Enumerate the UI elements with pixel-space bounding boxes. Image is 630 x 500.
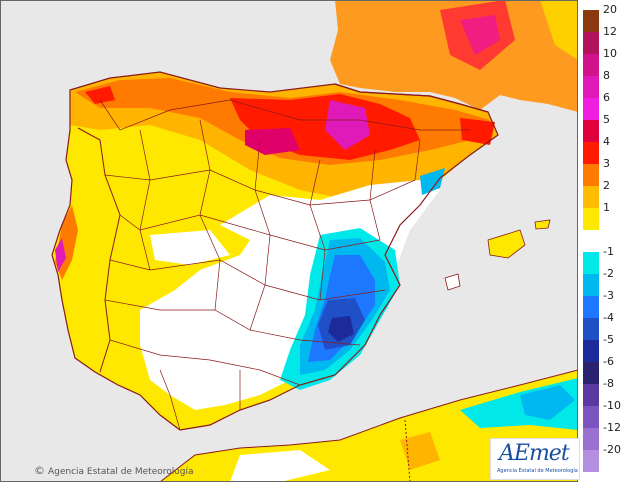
legend-swatch xyxy=(583,230,599,252)
ibiza-island xyxy=(444,273,461,291)
color-scale-legend: 20 12 10 8 6 5 4 3 2 1 -1 -2 -3 -4 -5 -6 -8 -10 -12 -20 xyxy=(583,4,629,472)
legend-label: -12 xyxy=(603,421,621,434)
legend-label: -6 xyxy=(603,355,614,368)
map-frame-border xyxy=(0,0,578,482)
legend-swatch xyxy=(583,164,599,186)
legend-label: -20 xyxy=(603,443,621,456)
legend-swatch xyxy=(583,208,599,230)
legend-label: 4 xyxy=(603,135,610,148)
legend-swatch xyxy=(583,428,599,450)
copyright-symbol: © xyxy=(34,464,45,477)
portugal-coast-magenta xyxy=(55,238,66,272)
legend-swatch xyxy=(583,54,599,76)
legend-label: -8 xyxy=(603,377,614,390)
legend-swatch xyxy=(583,120,599,142)
legend-swatch xyxy=(583,340,599,362)
north-africa-orange-patch xyxy=(400,432,440,470)
pyrenees-magenta-spots xyxy=(325,100,370,150)
legend-label: -4 xyxy=(603,311,614,324)
legend-swatch xyxy=(583,318,599,340)
legend-label: 12 xyxy=(603,25,617,38)
legend-label: 1 xyxy=(603,201,610,214)
north-africa-blue-patch xyxy=(520,385,575,420)
legend-swatch xyxy=(583,274,599,296)
legend-label: 2 xyxy=(603,179,610,192)
aemet-logo: AEmet Agencia Estatal de Meteorología xyxy=(490,438,580,480)
legend-swatch xyxy=(583,296,599,318)
catalonia-red-spot xyxy=(460,118,495,145)
france-magenta-patch xyxy=(460,15,500,55)
legend-swatch xyxy=(583,252,599,274)
legend-label: 5 xyxy=(603,113,610,126)
legend-label: 10 xyxy=(603,47,617,60)
map-canvas xyxy=(0,0,579,483)
legend-label: 20 xyxy=(603,3,617,16)
legend-swatch xyxy=(583,450,599,472)
legend-label: -2 xyxy=(603,267,614,280)
copyright-notice: © Agencia Estatal de Meteorología xyxy=(34,464,194,477)
galicia-red-spot xyxy=(85,86,115,104)
cantabria-magenta-spot xyxy=(245,128,300,155)
mallorca-island xyxy=(487,229,526,259)
valencia-cool-strip xyxy=(420,168,445,195)
north-africa-white-patch xyxy=(230,450,330,482)
north-africa-coastline xyxy=(159,369,579,483)
north-central-neutral-patch xyxy=(150,230,230,265)
province-borders xyxy=(99,99,470,431)
legend-swatch xyxy=(583,32,599,54)
legend-label: 8 xyxy=(603,69,610,82)
aemet-logo-subtitle: Agencia Estatal de Meteorología xyxy=(497,468,578,474)
aemet-logo-text: AEmet xyxy=(499,441,570,466)
copyright-text: Agencia Estatal de Meteorología xyxy=(48,467,194,477)
legend-label: -3 xyxy=(603,289,614,302)
legend-swatch xyxy=(583,362,599,384)
legend-label: 3 xyxy=(603,157,610,170)
legend-label: 6 xyxy=(603,91,610,104)
legend-swatch xyxy=(583,76,599,98)
southeast-coldest-core xyxy=(328,316,354,342)
menorca-island xyxy=(534,219,551,230)
legend-swatch xyxy=(583,98,599,120)
legend-label: -5 xyxy=(603,333,614,346)
legend-swatch xyxy=(583,142,599,164)
legend-swatch xyxy=(583,384,599,406)
legend-label: -10 xyxy=(603,399,621,412)
legend-label: -1 xyxy=(603,245,614,258)
spain-france-border xyxy=(334,83,489,113)
france-east-yellow xyxy=(540,0,578,60)
legend-swatch xyxy=(583,10,599,32)
portugal-border xyxy=(77,127,121,373)
temperature-anomaly-map xyxy=(0,0,579,483)
legend-swatch xyxy=(583,406,599,428)
legend-swatch xyxy=(583,186,599,208)
